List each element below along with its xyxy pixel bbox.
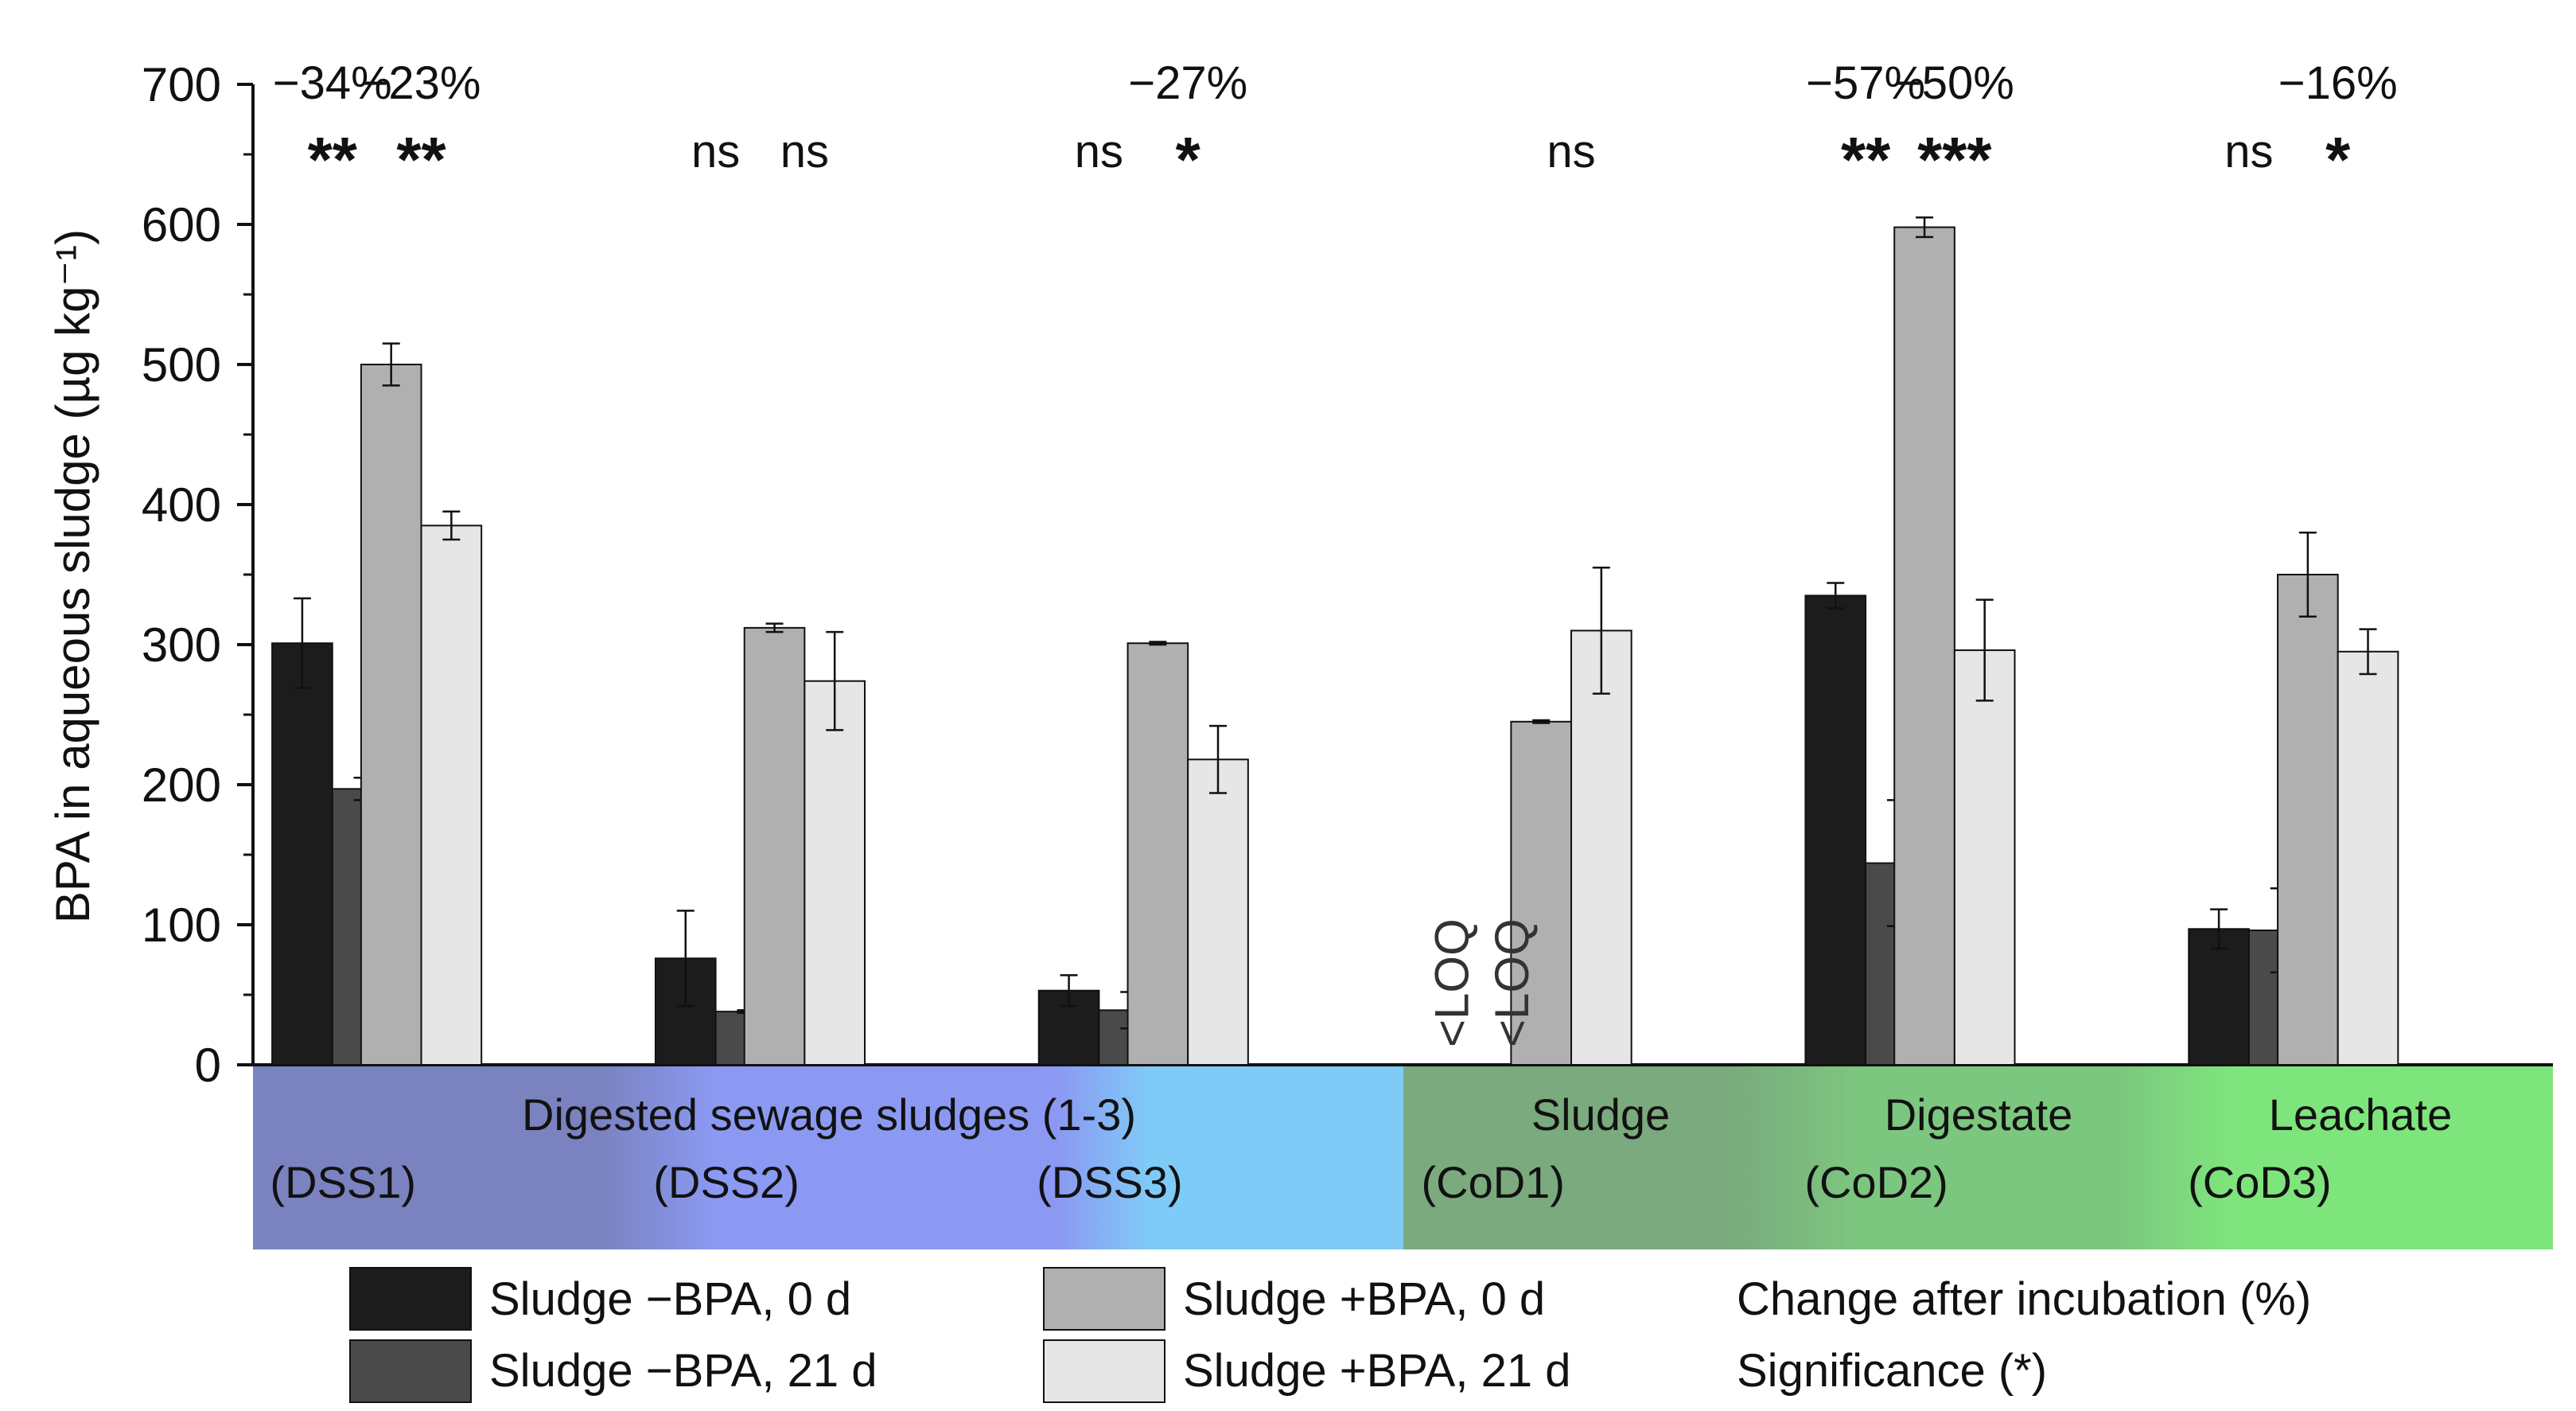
bar-CoD1-s4 bbox=[1570, 629, 1632, 1066]
bar-CoD3-s3 bbox=[2277, 574, 2339, 1066]
y-tick-label-400: 400 bbox=[142, 478, 221, 532]
change-label-CoD3-1: −16% bbox=[2278, 57, 2398, 109]
group-labels: (DSS1) (DSS2) (DSS3) (CoD1) (CoD2) (CoD3) bbox=[270, 1157, 2331, 1207]
change-label-CoD2-0: −57% bbox=[1806, 57, 1925, 109]
bar-CoD2-s1 bbox=[1804, 594, 1867, 1066]
band-cod bbox=[1403, 1065, 2553, 1249]
legend-swatch-3 bbox=[1043, 1267, 1165, 1331]
significance-label-CoD1-1: ns bbox=[1547, 126, 1595, 177]
significance-label-DSS3-0: ns bbox=[1075, 126, 1123, 177]
loq-label-CoD1-1: <LOQ bbox=[1425, 918, 1478, 1047]
legend-label-3: Sludge +BPA, 0 d bbox=[1183, 1273, 1545, 1325]
bar-DSS3-s3 bbox=[1127, 642, 1189, 1066]
significance-label-DSS3-1: * bbox=[1176, 124, 1201, 195]
change-label-DSS3-1: −27% bbox=[1128, 57, 1247, 109]
bar-DSS1-s3 bbox=[360, 364, 422, 1066]
group-label-CoD3: (CoD3) bbox=[2188, 1157, 2331, 1207]
y-tick-label-0: 0 bbox=[195, 1039, 221, 1092]
category-band: Digested sewage sludges (1-3) Sludge Dig… bbox=[253, 1065, 2553, 1249]
legend: Sludge −BPA, 0 d Sludge −BPA, 21 d Sludg… bbox=[349, 1267, 2311, 1403]
group-label-DSS3: (DSS3) bbox=[1037, 1157, 1183, 1207]
bar-CoD2-s4 bbox=[1953, 649, 2016, 1066]
legend-label-1: Sludge −BPA, 0 d bbox=[489, 1273, 851, 1325]
band-dss bbox=[253, 1065, 1403, 1249]
significance-label-CoD2-0: ** bbox=[1841, 124, 1891, 195]
bar-CoD2-s3 bbox=[1893, 226, 1955, 1066]
group-label-DSS1: (DSS1) bbox=[270, 1157, 416, 1207]
legend-swatch-2 bbox=[349, 1339, 472, 1403]
legend-change-label: Change after incubation (%) bbox=[1737, 1273, 2311, 1325]
axes: BPA in aqueous sludge (µg kg⁻¹) bbox=[46, 84, 2553, 1066]
y-tick-label-700: 700 bbox=[142, 58, 221, 111]
band-title-digestate: Digestate bbox=[1885, 1089, 2073, 1140]
legend-swatch-4 bbox=[1043, 1339, 1165, 1403]
change-label-DSS1-1: −23% bbox=[362, 57, 481, 109]
band-title-sludge: Sludge bbox=[1531, 1089, 1670, 1140]
y-tick-label-300: 300 bbox=[142, 618, 221, 672]
legend-swatch-1 bbox=[349, 1267, 472, 1331]
group-label-DSS2: (DSS2) bbox=[653, 1157, 800, 1207]
change-label-CoD2-1: −50% bbox=[1895, 57, 2014, 109]
band-title-dss: Digested sewage sludges (1-3) bbox=[522, 1089, 1136, 1140]
significance-label-CoD2-1: *** bbox=[1917, 124, 1992, 195]
annotations: −34%**−23%** ns ns ns−27%* ns−57%**−50%*** ns… bbox=[273, 57, 2398, 195]
y-axis-label: BPA in aqueous sludge (µg kg⁻¹) bbox=[46, 229, 99, 923]
loq-label-CoD1-2: <LOQ bbox=[1485, 918, 1539, 1047]
significance-label-DSS1-1: ** bbox=[396, 124, 446, 195]
group-label-CoD1: (CoD1) bbox=[1421, 1157, 1564, 1207]
bars: <LOQ <LOQ bbox=[271, 216, 2399, 1066]
y-tick-label-600: 600 bbox=[142, 198, 221, 251]
y-tick-label-100: 100 bbox=[142, 898, 221, 952]
significance-label-DSS1-0: ** bbox=[308, 124, 358, 195]
significance-label-CoD3-1: * bbox=[2325, 124, 2351, 195]
bar-CoD1-s3 bbox=[1510, 720, 1573, 1066]
group-label-CoD2: (CoD2) bbox=[1804, 1157, 1948, 1207]
bar-DSS1-s4 bbox=[420, 524, 483, 1066]
significance-label-CoD3-0: ns bbox=[2224, 126, 2273, 177]
bar-DSS2-s4 bbox=[804, 680, 866, 1066]
bar-DSS2-s3 bbox=[743, 626, 806, 1066]
legend-label-2: Sludge −BPA, 21 d bbox=[489, 1345, 877, 1397]
change-label-DSS1-0: −34% bbox=[273, 57, 392, 109]
bar-DSS3-s4 bbox=[1187, 758, 1249, 1066]
significance-label-DSS2-1: ns bbox=[780, 126, 829, 177]
significance-label-DSS2-0: ns bbox=[691, 126, 740, 177]
legend-label-4: Sludge +BPA, 21 d bbox=[1183, 1345, 1570, 1397]
bar-CoD3-s4 bbox=[2337, 650, 2399, 1066]
y-tick-label-200: 200 bbox=[142, 758, 221, 812]
y-tick-label-500: 500 bbox=[142, 338, 221, 392]
y-ticks: 0 100 200 300 400 500 600 700 bbox=[142, 58, 253, 1092]
legend-significance-label: Significance (*) bbox=[1737, 1345, 2047, 1397]
bar-DSS1-s1 bbox=[271, 642, 333, 1066]
bar-CoD3-s1 bbox=[2188, 928, 2250, 1066]
band-title-leachate: Leachate bbox=[2269, 1089, 2452, 1140]
